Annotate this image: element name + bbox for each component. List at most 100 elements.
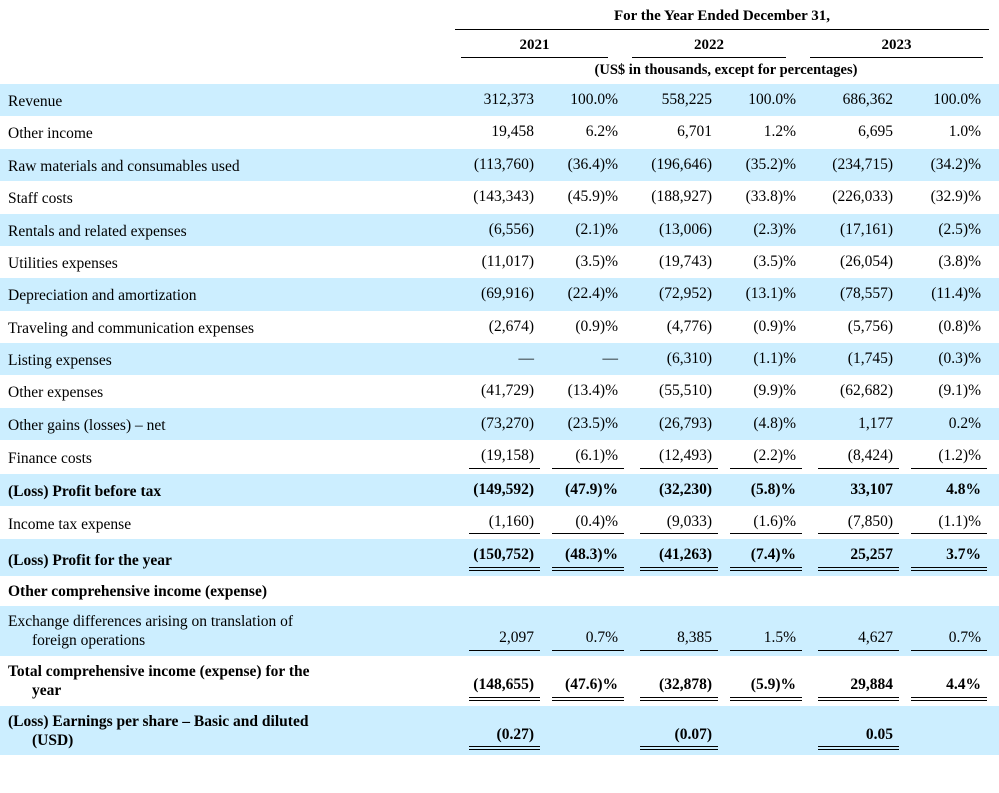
cell-text: 4,627	[818, 628, 899, 651]
cell-text: (2.1)%	[575, 220, 618, 238]
value-cell: (11,017)	[453, 246, 540, 278]
cell-text: 0.7%	[911, 628, 987, 651]
cell-text: 312,373	[483, 91, 534, 108]
cell-text: (1.1)%	[911, 512, 987, 535]
value-cell: 6,701	[624, 116, 718, 148]
cell-text: (5.8)%	[750, 480, 796, 498]
row-label: Raw materials and consumables used	[8, 157, 240, 175]
percent-cell: (1.1)%	[899, 506, 999, 539]
cell-text	[911, 731, 987, 750]
header-year-2022: 2022	[624, 30, 802, 58]
cell-text: (0.8)%	[938, 317, 981, 335]
percent-cell: (33.8)%	[718, 181, 802, 213]
percent-cell: (5.8)%	[718, 474, 802, 506]
cell-text: (148,655)	[469, 675, 540, 701]
cell-text: (3.8)%	[938, 252, 981, 270]
cell-text: (41,729)	[481, 382, 534, 400]
row-label: Traveling and communication expenses	[8, 319, 255, 337]
table-row: (Loss) Earnings per share – Basic and di…	[0, 705, 999, 756]
cell-text: (9,033)	[640, 512, 718, 535]
cell-text: 4.8%	[946, 480, 981, 498]
cell-text: (6.1)%	[552, 446, 624, 469]
percent-cell: (0.3)%	[899, 343, 999, 375]
cell-text: (8,424)	[818, 446, 899, 469]
value-cell: —	[453, 343, 540, 375]
table-row: Utilities expenses (11,017) (3.5)% (19,743)…	[0, 246, 999, 278]
cell-text: 100.0%	[933, 91, 981, 108]
percent-cell	[540, 706, 624, 756]
percent-cell: (0.4)%	[540, 506, 624, 539]
percent-cell	[718, 576, 802, 606]
year-label: 2023	[810, 30, 983, 58]
period-title: For the Year Ended December 31,	[455, 6, 989, 30]
row-label: Revenue	[8, 93, 63, 110]
value-cell: (0.07)	[624, 706, 718, 756]
value-cell: (32,878)	[624, 656, 718, 706]
cell-text: (9.1)%	[938, 382, 981, 400]
percent-cell: (6.1)%	[540, 440, 624, 473]
cell-text: (62,682)	[840, 382, 893, 400]
cell-text: (6,556)	[488, 220, 534, 238]
cell-text: 1.2%	[763, 123, 796, 141]
cell-text: (41,263)	[640, 545, 718, 571]
cell-text: (0.27)	[469, 725, 540, 751]
cell-text: 33,107	[850, 480, 893, 498]
header-title-row: For the Year Ended December 31,	[0, 6, 999, 30]
cell-text: (23.5)%	[567, 414, 618, 432]
value-cell: (6,556)	[453, 214, 540, 246]
header-years-row: 2021 2022 2023	[0, 30, 999, 58]
value-cell: 6,695	[802, 116, 899, 148]
value-cell: (72,952)	[624, 278, 718, 310]
percent-cell: (22.4)%	[540, 278, 624, 310]
percent-cell	[899, 576, 999, 606]
percent-cell: (1.1)%	[718, 343, 802, 375]
row-label: Income tax expense	[8, 515, 132, 533]
percent-cell: (32.9)%	[899, 181, 999, 213]
cell-text: (48.3)%	[552, 545, 624, 571]
percent-cell: (11.4)%	[899, 278, 999, 310]
row-label: Total comprehensive income (expense) for…	[8, 662, 310, 700]
value-cell: (8,424)	[802, 440, 899, 473]
cell-text: (0.3)%	[938, 350, 981, 367]
cell-text: 1.5%	[730, 628, 802, 651]
percent-cell: (5.9)%	[718, 656, 802, 706]
table-header: For the Year Ended December 31, 2021 202…	[0, 6, 999, 84]
percent-cell	[540, 576, 624, 606]
percent-cell: 4.4%	[899, 656, 999, 706]
cell-text: 6.2%	[585, 123, 618, 141]
cell-text: (7,850)	[818, 512, 899, 535]
cell-text: (11.4)%	[931, 285, 981, 303]
value-cell: (234,715)	[802, 149, 899, 181]
cell-text: (5,756)	[847, 317, 893, 335]
value-cell: (5,756)	[802, 311, 899, 343]
cell-text: (78,557)	[840, 285, 893, 303]
row-label: (Loss) Profit before tax	[8, 482, 162, 500]
cell-text: (6,310)	[666, 350, 712, 367]
percent-cell: (2.5)%	[899, 214, 999, 246]
cell-text: (47.9)%	[565, 480, 618, 498]
row-label: Rentals and related expenses	[8, 222, 187, 240]
row-label: (Loss) Earnings per share – Basic and di…	[8, 712, 309, 749]
cell-text: (26,793)	[659, 414, 712, 432]
cell-text: (32,230)	[659, 480, 712, 498]
table-row: Raw materials and consumables used (113,7…	[0, 148, 999, 182]
header-spacer	[0, 58, 453, 84]
row-label: Other expenses	[8, 384, 104, 402]
cell-text: (150,752)	[469, 545, 540, 571]
percent-cell: (9.1)%	[899, 375, 999, 407]
table-body: Revenue 312,373 100.0% 558,225 100.0% 686,362…	[0, 84, 999, 756]
percent-cell: 0.2%	[899, 408, 999, 440]
cell-text: (32.9)%	[930, 188, 981, 206]
cell-text: (33.8)%	[745, 188, 796, 206]
value-cell: 686,362	[802, 84, 899, 116]
percent-cell	[899, 706, 999, 756]
value-cell: (148,655)	[453, 656, 540, 706]
cell-text: (2.5)%	[938, 220, 981, 238]
percent-cell: (34.2)%	[899, 149, 999, 181]
percent-cell: (45.9)%	[540, 181, 624, 213]
value-cell: (19,158)	[453, 440, 540, 473]
cell-text: (34.2)%	[930, 155, 981, 173]
percent-cell: (0.9)%	[718, 311, 802, 343]
row-label: (Loss) Profit for the year	[8, 552, 172, 570]
value-cell: (13,006)	[624, 214, 718, 246]
